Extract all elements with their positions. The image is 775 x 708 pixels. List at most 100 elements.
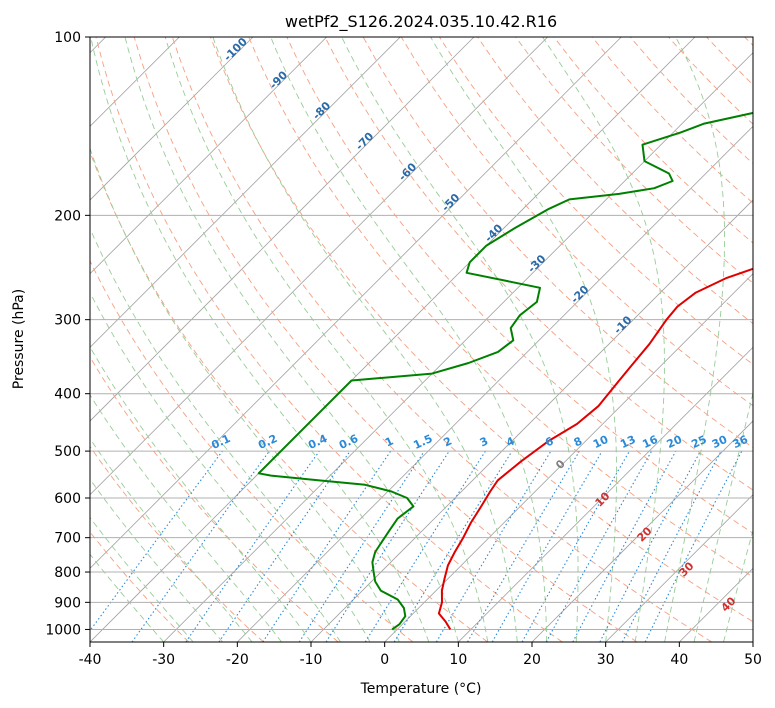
- dry-adiabat-line: [90, 531, 190, 642]
- moist-adiabat-line: [90, 553, 165, 642]
- moist-adiabat-line: [693, 391, 753, 642]
- y-tick-label: 200: [54, 208, 81, 224]
- moist-adiabat-label: 40: [719, 594, 739, 614]
- x-tick-label: -10: [300, 652, 323, 668]
- moist-adiabat-line: [270, 37, 548, 642]
- mixing-ratio-label: 16: [640, 433, 660, 451]
- isotherm-line: [90, 37, 327, 275]
- x-tick-label: -40: [79, 652, 102, 668]
- pressure-gridlines: [90, 36, 753, 630]
- mixing-ratio-line: [325, 450, 450, 642]
- isotherm-label: -100: [221, 35, 250, 64]
- temperature-profile: [437, 267, 753, 630]
- moist-adiabat-line: [90, 437, 253, 642]
- y-tick-label: 1000: [45, 622, 81, 638]
- isotherm-line: [90, 37, 548, 496]
- dry-adiabat-line: [477, 37, 753, 325]
- mixing-ratio-line: [393, 450, 513, 642]
- isoline-labels: 0.1 0.2 0.4 0.6 1 1.5 2 3 4 6 8 10 13 16 20 25 30 36-100-…: [209, 35, 750, 615]
- x-tick-label: -20: [226, 652, 249, 668]
- mixing-ratio-label: 0.1: [209, 432, 232, 452]
- mixing-ratio-line: [545, 450, 653, 642]
- mixing-ratio-line: [90, 450, 223, 632]
- moist-adiabat-label: 30: [677, 559, 697, 579]
- y-axis-label: Pressure (hPa): [11, 289, 27, 389]
- mixing-ratio-label: 25: [689, 433, 708, 451]
- mixing-ratio-line: [298, 450, 425, 642]
- isotherm-line: [752, 641, 753, 642]
- x-tick-label: 20: [523, 652, 541, 668]
- moist-adiabat-line: [430, 37, 617, 642]
- x-tick-label: 10: [449, 652, 467, 668]
- isotherm-label: -40: [482, 221, 505, 244]
- moist-adiabat-line: [90, 291, 341, 642]
- y-tick-label: 700: [54, 531, 81, 547]
- mixing-ratio-line: [435, 450, 552, 642]
- y-tick-label: 300: [54, 313, 81, 329]
- isotherm-label: -10: [611, 313, 634, 336]
- mixing-ratio-line: [218, 450, 351, 642]
- isotherm-line: [310, 199, 753, 642]
- x-tick-label: 30: [597, 652, 615, 668]
- moist-adiabat-label: 10: [593, 489, 613, 509]
- dry-adiabat-line: [706, 37, 753, 86]
- mixing-ratio-line: [185, 450, 320, 642]
- mixing-ratio-label: 30: [710, 433, 730, 451]
- y-axis-ticks: 100 200 300 400 500 600 700 800 900 1000: [45, 30, 90, 638]
- isotherm-line: [163, 52, 753, 642]
- moist-adiabat-line: [664, 37, 726, 642]
- isotherm-line: [458, 346, 753, 642]
- dry-adiabat-line: [90, 150, 488, 642]
- dry-adiabat-line: [210, 37, 753, 623]
- mixing-ratio-label: 13: [618, 433, 637, 451]
- mixing-ratio-label: 1.5: [411, 432, 434, 452]
- x-tick-label: 40: [670, 652, 688, 668]
- plot-frame: [89, 36, 754, 643]
- dry-adiabat-line: [95, 37, 563, 642]
- mixing-ratio-line: [572, 450, 677, 642]
- dry-adiabat-line: [171, 37, 712, 642]
- isotherm-line: [90, 37, 696, 642]
- moist-adiabat-line: [90, 478, 223, 642]
- moist-adiabat-line: [90, 227, 371, 642]
- mixing-ratio-label: 1: [383, 434, 395, 449]
- profiles: [257, 111, 753, 631]
- x-tick-label: -30: [152, 652, 175, 668]
- y-tick-label: 100: [54, 30, 81, 46]
- moist-adiabat-line: [124, 37, 459, 642]
- moist-adiabat-line: [542, 37, 665, 642]
- dry-adiabat-line: [744, 37, 753, 47]
- y-tick-label: 400: [54, 387, 81, 403]
- moist-adiabat-line: [341, 37, 579, 642]
- mixing-ratio-label: 8: [572, 434, 584, 449]
- isotherm-line: [237, 125, 753, 642]
- moist-adiabat-line: [90, 394, 282, 642]
- moist-adiabat-line: [90, 345, 312, 642]
- isotherm-line: [531, 420, 753, 642]
- isotherm-line: [90, 37, 401, 348]
- moist-adiabat-line: [723, 528, 753, 642]
- isotherm-label: -20: [568, 283, 591, 306]
- background-lines: [90, 37, 753, 642]
- isotherm-label: -50: [439, 191, 462, 214]
- mixing-ratio-label: 10: [591, 433, 611, 451]
- dry-adiabat-line: [286, 37, 753, 534]
- mixing-ratio-line: [467, 450, 580, 642]
- x-axis-ticks: -40 -30 -20 -10 0 10 20 30 40 50: [79, 642, 762, 668]
- y-tick-label: 500: [54, 444, 81, 460]
- mixing-ratio-label: 20: [665, 433, 685, 451]
- moist-adiabat-line: [90, 37, 430, 642]
- isotherm-label: -70: [353, 130, 376, 153]
- dry-adiabat-line: [324, 37, 753, 491]
- moist-adiabat-line: [90, 147, 400, 642]
- dry-adiabat-line: [90, 259, 414, 642]
- mixing-ratio-label: 3: [478, 434, 490, 449]
- x-tick-label: 50: [744, 652, 762, 668]
- x-tick-label: 0: [380, 652, 389, 668]
- mixing-ratio-line: [644, 450, 743, 642]
- isotherm-label: -90: [267, 68, 290, 91]
- mixing-ratio-line: [262, 450, 392, 642]
- isotherm-line: [605, 494, 753, 642]
- y-tick-label: 600: [54, 491, 81, 507]
